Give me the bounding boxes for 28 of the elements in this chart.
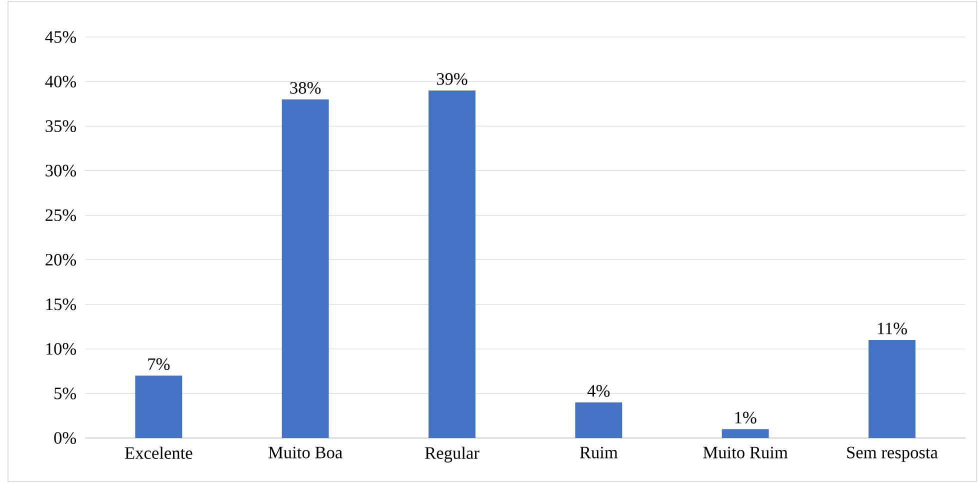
y-tick-label: 0% <box>54 432 76 444</box>
y-tick-label: 10% <box>46 343 76 355</box>
bar <box>722 429 769 438</box>
y-tick-label: 35% <box>46 120 76 132</box>
x-tick-label: Ruim <box>580 446 618 458</box>
y-tick-label: 25% <box>46 209 76 222</box>
x-tick-label: Regular <box>425 446 480 462</box>
y-tick-label: 15% <box>46 298 76 310</box>
x-tick-label: Muito Ruim <box>703 446 788 458</box>
data-label: 11% <box>878 322 907 334</box>
bar <box>135 376 182 438</box>
x-tick-label: Excelente <box>125 446 192 459</box>
data-label: 1% <box>735 412 756 424</box>
bar <box>282 99 329 438</box>
bar <box>575 402 622 438</box>
bar <box>428 90 476 438</box>
y-tick-label: 20% <box>46 254 76 266</box>
y-tick-label: 30% <box>46 164 76 177</box>
data-label: 38% <box>290 82 321 94</box>
data-label: 39% <box>436 73 468 85</box>
x-tick-label: Muito Boa <box>268 446 342 458</box>
y-tick-label: 45% <box>45 31 76 43</box>
data-label: 4% <box>587 385 610 397</box>
bar <box>868 340 916 438</box>
y-tick-label: 40% <box>45 76 76 88</box>
y-tick-label: 5% <box>54 388 76 400</box>
x-tick-label: Sem resposta <box>847 446 938 462</box>
data-label: 7% <box>148 358 170 370</box>
